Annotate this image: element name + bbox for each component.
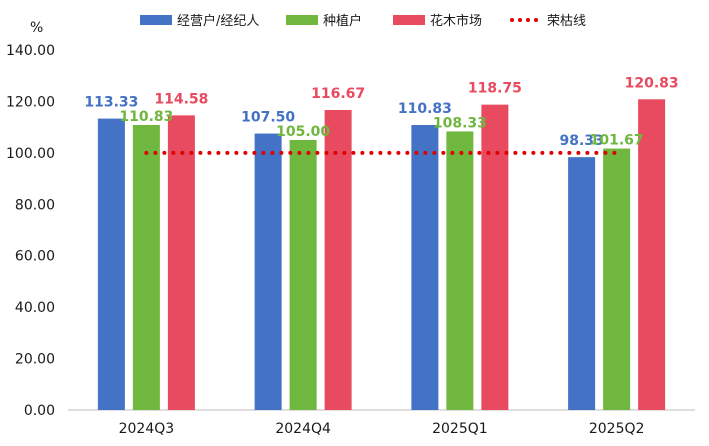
bar-种植户-2025Q1 <box>446 131 474 411</box>
data-label: 113.33 <box>84 95 138 111</box>
legend-swatch <box>140 15 172 25</box>
y-tick-label: 120.00 <box>6 94 55 110</box>
bar-经营户/经纪人-2024Q3 <box>97 118 125 410</box>
bars <box>97 99 666 411</box>
data-label: 98.33 <box>559 133 603 149</box>
data-label: 110.83 <box>119 109 173 125</box>
x-tick-label: 2024Q3 <box>119 421 175 437</box>
legend-label: 经营户/经纪人 <box>177 13 259 29</box>
y-axis: 0.00 20.00 40.00 60.00 80.00 100.00 120.00 140.… <box>6 43 55 419</box>
y-tick-label: 40.00 <box>15 300 55 316</box>
y-tick-label: 80.00 <box>15 197 55 213</box>
bar-花木市场-2025Q2 <box>638 99 666 411</box>
data-label: 101.67 <box>590 133 644 149</box>
data-label: 105.00 <box>276 124 330 140</box>
x-tick-label: 2025Q2 <box>589 421 645 437</box>
data-label: 116.67 <box>311 86 365 102</box>
bar-花木市场-2025Q1 <box>481 104 509 411</box>
bar-经营户/经纪人-2025Q2 <box>568 157 596 410</box>
x-axis: 2024Q3 2024Q4 2025Q1 2025Q2 <box>119 421 645 437</box>
bar-经营户/经纪人-2025Q1 <box>411 125 439 410</box>
y-tick-label: 20.00 <box>15 352 55 368</box>
legend-label: 花木市场 <box>430 13 482 29</box>
y-tick-label: 140.00 <box>6 43 55 59</box>
legend: 经营户/经纪人 种植户 花木市场 荣枯线 <box>140 13 586 29</box>
y-tick-label: 0.00 <box>24 403 55 419</box>
legend-swatch <box>393 15 425 25</box>
data-label: 107.50 <box>241 110 295 126</box>
legend-label: 荣枯线 <box>547 14 586 29</box>
legend-swatch <box>286 15 318 25</box>
y-tick-label: 60.00 <box>15 249 55 265</box>
bar-种植户-2025Q2 <box>603 148 631 410</box>
bar-种植户-2024Q3 <box>132 125 160 410</box>
data-label: 114.58 <box>154 91 208 107</box>
bar-花木市场-2024Q3 <box>167 115 195 410</box>
legend-label: 种植户 <box>323 13 362 29</box>
data-label: 118.75 <box>468 81 522 97</box>
bar-种植户-2024Q4 <box>289 140 317 410</box>
y-tick-label: 100.00 <box>6 146 55 162</box>
bar-花木市场-2024Q4 <box>324 109 352 411</box>
data-labels: 113.33110.83114.58107.50105.00116.67110.… <box>84 75 678 149</box>
data-label: 110.83 <box>398 101 452 117</box>
data-label: 108.33 <box>433 115 487 131</box>
x-tick-label: 2025Q1 <box>432 421 488 437</box>
bar-经营户/经纪人-2024Q4 <box>254 133 282 411</box>
y-unit-label: % <box>30 20 43 36</box>
data-label: 120.83 <box>625 75 679 91</box>
x-tick-label: 2024Q4 <box>275 421 331 437</box>
